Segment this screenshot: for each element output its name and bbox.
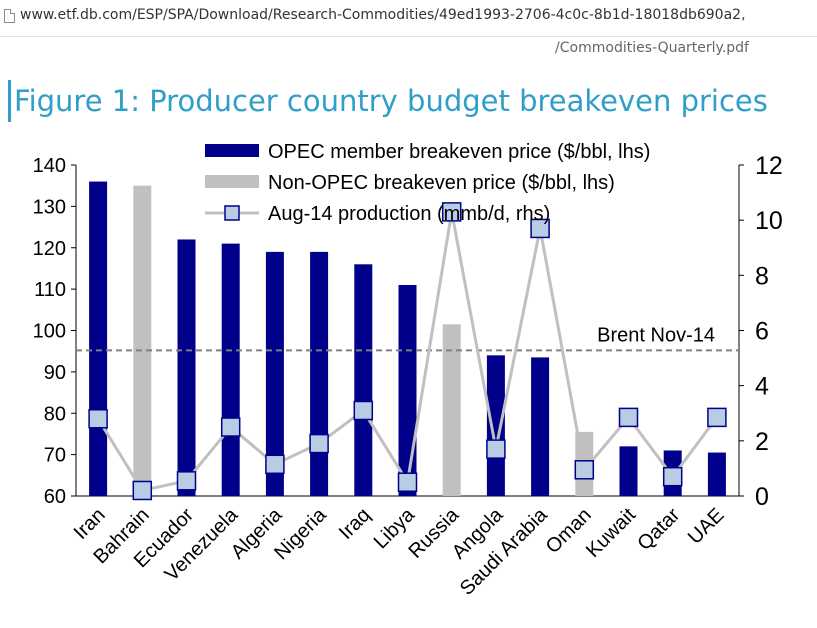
left-tick-label: 60 — [44, 486, 66, 508]
figure-title-accent — [8, 80, 11, 122]
production-marker — [707, 407, 727, 428]
production-marker — [88, 409, 108, 429]
right-tick-label: 2 — [755, 428, 769, 456]
legend-label-opec: OPEC member breakeven price ($/bbl, lhs) — [268, 141, 650, 163]
non-opec-bar — [442, 324, 461, 496]
legend-swatch-opec — [205, 144, 259, 157]
right-tick-label: 6 — [755, 318, 769, 346]
production-marker — [441, 202, 462, 222]
opec-bar — [310, 251, 329, 496]
opec-bar — [89, 181, 108, 497]
right-tick-label: 12 — [755, 152, 783, 180]
production-marker — [530, 218, 550, 239]
opec-bar — [619, 446, 638, 496]
address-bar[interactable]: www.etf.db.com/ESP/SPA/Download/Research… — [0, 0, 817, 37]
opec-bar — [354, 264, 373, 496]
left-tick-label: 70 — [44, 445, 66, 467]
category-label: Kuwait — [582, 504, 640, 562]
right-tick-label: 0 — [755, 483, 769, 511]
production-marker — [574, 460, 595, 480]
production-marker — [132, 480, 153, 501]
opec-bar — [265, 251, 284, 496]
left-tick-label: 80 — [44, 403, 66, 425]
url-text-continued: /Commodities-Quarterly.pdf — [555, 40, 749, 56]
url-text[interactable]: www.etf.db.com/ESP/SPA/Download/Research… — [20, 7, 746, 23]
opec-bar — [486, 355, 505, 496]
production-marker — [176, 471, 197, 491]
legend-label-non-opec: Non-OPEC breakeven price ($/bbl, lhs) — [268, 172, 615, 194]
left-tick-label: 140 — [33, 155, 66, 177]
page-icon — [4, 9, 15, 23]
left-tick-label: 130 — [33, 196, 66, 218]
production-marker — [618, 407, 639, 428]
opec-bar — [398, 284, 417, 496]
opec-bar — [531, 357, 550, 496]
legend-label-production: Aug-14 production (mmb/d, rhs) — [268, 203, 550, 225]
right-tick-label: 4 — [755, 373, 769, 401]
left-tick-label: 100 — [33, 321, 66, 343]
production-marker — [265, 454, 285, 475]
category-label: UAE — [684, 504, 729, 549]
legend-swatch-non-opec — [205, 175, 259, 188]
left-tick-label: 120 — [33, 238, 66, 260]
opec-bar — [221, 243, 240, 496]
left-tick-label: 90 — [44, 362, 66, 384]
production-marker — [662, 466, 683, 487]
brent-label: Brent Nov-14 — [597, 324, 715, 346]
category-label: Qatar — [633, 504, 684, 555]
category-label: Nigeria — [270, 503, 331, 564]
production-marker — [486, 439, 506, 459]
figure-title: Figure 1: Producer country budget breake… — [14, 84, 768, 118]
right-tick-label: 8 — [755, 262, 769, 290]
non-opec-bar — [133, 185, 152, 496]
production-marker — [220, 417, 241, 437]
opec-bar — [177, 239, 196, 496]
production-marker — [309, 433, 329, 454]
left-tick-label: 110 — [34, 279, 66, 301]
production-marker — [397, 472, 418, 492]
legend-marker-production — [224, 205, 240, 221]
right-tick-label: 10 — [755, 207, 783, 235]
production-marker — [353, 400, 374, 421]
opec-bar — [707, 452, 726, 496]
